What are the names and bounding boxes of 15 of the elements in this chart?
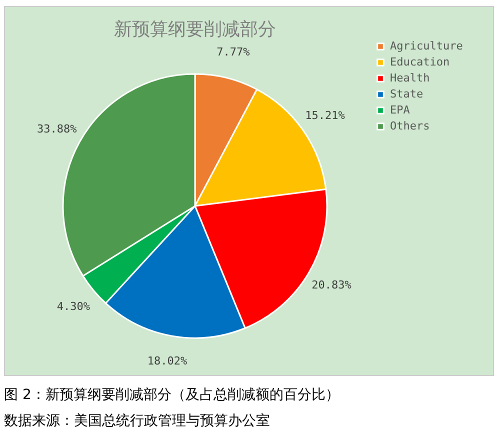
source-note: 数据来源：美国总统行政管理与预算办公室 [4, 412, 271, 431]
caption: 图 2：新预算纲要削减部分（及占总削减额的百分比） [4, 386, 340, 405]
legend-label: Health [390, 72, 430, 84]
chart-title: 新预算纲要削减部分 [114, 19, 276, 40]
legend-label: Education [390, 56, 450, 68]
data-label: 7.77% [216, 46, 250, 59]
data-label: 20.83% [312, 278, 352, 292]
data-label: 4.30% [56, 300, 90, 313]
legend-label: State [390, 88, 424, 100]
data-label: 15.21% [305, 109, 346, 122]
legend-label: Others [390, 120, 430, 132]
data-label: 18.02% [147, 354, 188, 368]
legend-label: EPA [390, 104, 410, 116]
data-label: 33.88% [36, 122, 78, 136]
legend-label: Agriculture [390, 40, 463, 52]
